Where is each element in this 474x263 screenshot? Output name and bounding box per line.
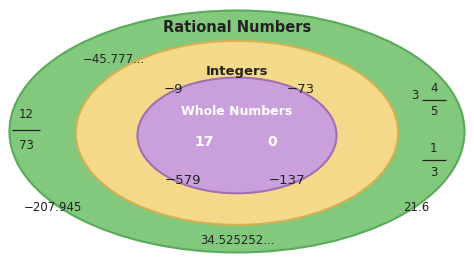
Text: −207.945: −207.945 xyxy=(24,201,82,214)
Text: 21.6: 21.6 xyxy=(403,201,429,214)
Text: −9: −9 xyxy=(163,83,183,96)
Text: 17: 17 xyxy=(194,135,213,149)
Text: 3: 3 xyxy=(430,166,438,179)
Text: −137: −137 xyxy=(268,174,305,187)
Text: 4: 4 xyxy=(430,82,438,95)
Text: 73: 73 xyxy=(18,139,34,153)
Text: 12: 12 xyxy=(18,108,34,121)
Text: 5: 5 xyxy=(430,105,438,118)
Text: Integers: Integers xyxy=(206,64,268,78)
Text: Whole Numbers: Whole Numbers xyxy=(182,105,292,118)
Text: Rational Numbers: Rational Numbers xyxy=(163,20,311,35)
Ellipse shape xyxy=(137,78,337,193)
Text: 1: 1 xyxy=(430,142,438,155)
Ellipse shape xyxy=(9,11,465,252)
Text: −45.777...: −45.777... xyxy=(83,53,145,66)
Text: 0: 0 xyxy=(268,135,277,149)
Text: 3: 3 xyxy=(411,89,419,103)
Ellipse shape xyxy=(76,41,398,225)
Text: −73: −73 xyxy=(287,83,315,96)
Text: 34.525252...: 34.525252... xyxy=(200,234,274,247)
Text: −579: −579 xyxy=(164,174,201,187)
